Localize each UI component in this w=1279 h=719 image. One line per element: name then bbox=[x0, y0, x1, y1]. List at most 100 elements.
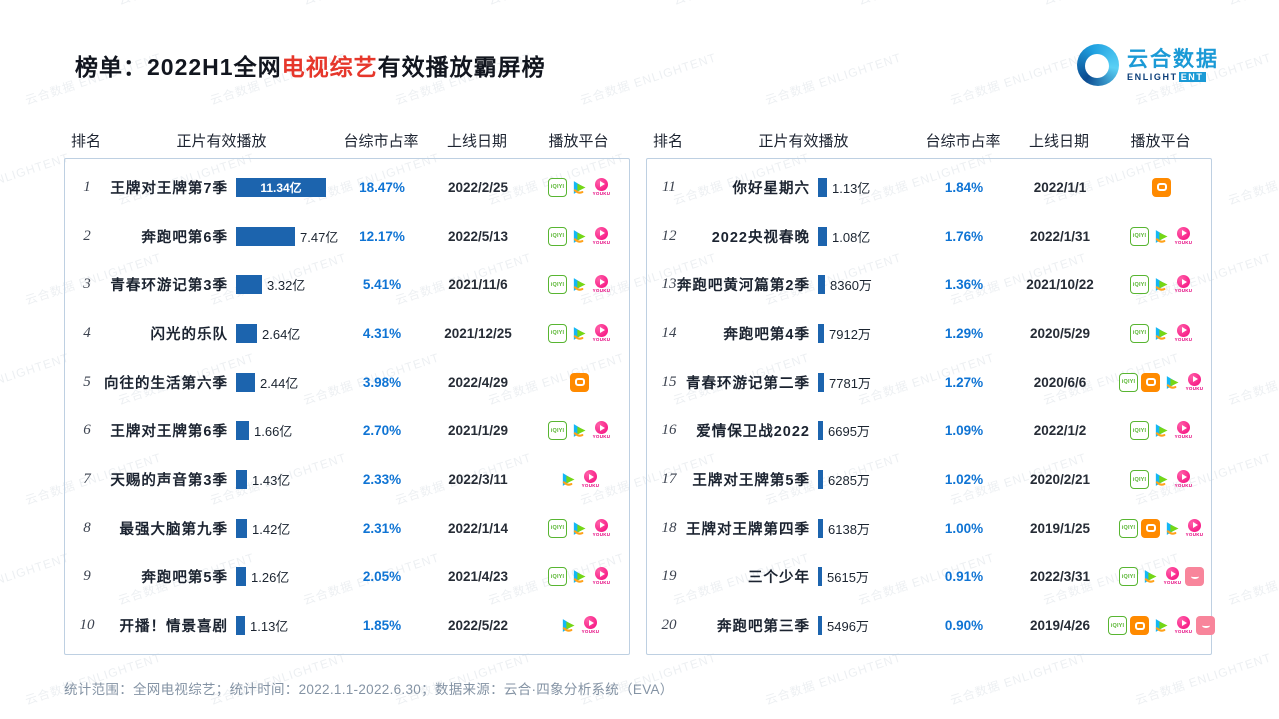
platform-icons: iQIYI YOUKU bbox=[1110, 372, 1213, 392]
platform-tencent-icon bbox=[570, 324, 589, 343]
platform-iqiyi-icon: iQIYI bbox=[1108, 616, 1127, 636]
rank-cell: 6 bbox=[83, 422, 91, 439]
plays-bar bbox=[818, 470, 823, 490]
youku-play-circle bbox=[1177, 275, 1190, 289]
launch-date: 2022/1/31 bbox=[1029, 228, 1091, 244]
platform-icons: iQIYI YOUKU bbox=[1110, 323, 1213, 343]
market-share: 0.90% bbox=[944, 618, 984, 634]
market-share: 2.70% bbox=[362, 423, 402, 439]
platform-iqiyi-icon: iQIYI bbox=[548, 323, 567, 343]
platform-youku-icon: YOUKU bbox=[592, 275, 611, 294]
plays-value: 1.26亿 bbox=[251, 570, 290, 586]
plays-bar bbox=[818, 518, 823, 538]
tencent-play-glyph bbox=[562, 619, 575, 633]
youku-wordmark: YOUKU bbox=[581, 483, 600, 489]
platform-mango-icon bbox=[1152, 177, 1171, 197]
market-share: 12.17% bbox=[359, 228, 405, 244]
youku-play-circle bbox=[595, 275, 608, 289]
platform-tencent-icon bbox=[570, 178, 589, 197]
plays-value: 1.13亿 bbox=[250, 619, 289, 635]
platform-youku-icon: YOUKU bbox=[592, 177, 611, 197]
show-title: 青春环游记第3季 bbox=[110, 278, 228, 295]
platform-iqiyi-icon: iQIYI bbox=[548, 226, 567, 246]
plays-value: 7.47亿 bbox=[300, 229, 339, 245]
platform-icons: iQIYI YOUKU bbox=[528, 323, 631, 343]
watermark-text: 云合数据 ENLIGHTENT bbox=[1226, 350, 1279, 408]
watermark-text: 云合数据 ENLIGHTENT bbox=[948, 650, 1089, 708]
platform-tencent-icon bbox=[1152, 470, 1171, 489]
platform-tencent-icon bbox=[1163, 373, 1182, 392]
table-row: 3 青春环游记第3季 3.32亿 5.41% 2021/11/6 iQIYI YOUKU bbox=[65, 260, 629, 309]
platform-youku-icon: YOUKU bbox=[1174, 323, 1193, 343]
rank-cell: 1 bbox=[83, 178, 91, 195]
launch-date: 2020/6/6 bbox=[1033, 374, 1087, 390]
plays-bar bbox=[236, 518, 247, 538]
plays-bar-cell: 11.34亿 bbox=[236, 177, 336, 197]
launch-date: 2020/2/21 bbox=[1029, 472, 1091, 488]
platform-icons: iQIYI YOUKU bbox=[1110, 226, 1213, 246]
show-title: 王牌对王牌第四季 bbox=[686, 521, 810, 538]
platform-iqiyi-icon: iQIYI bbox=[1119, 567, 1138, 587]
watermark-text: 云合数据 ENLIGHTENT bbox=[1041, 0, 1182, 9]
youku-play-circle bbox=[1177, 470, 1190, 484]
show-title: 青春环游记第二季 bbox=[686, 375, 810, 392]
platform-icons: iQIYI YOUKU bbox=[1110, 275, 1213, 295]
youku-play-circle bbox=[1188, 372, 1201, 386]
plays-value: 2.44亿 bbox=[260, 375, 299, 391]
platform-youku-icon: YOUKU bbox=[1174, 616, 1193, 635]
plays-bar bbox=[818, 372, 824, 392]
plays-value: 6285万 bbox=[828, 473, 870, 489]
platform-icons: iQIYI YOUKU bbox=[528, 177, 631, 197]
table-row: 19 三个少年 5615万 0.91% 2022/3/31 iQIYI YOUKU bbox=[647, 553, 1211, 602]
show-title: 开播！情景喜剧 bbox=[119, 619, 228, 636]
show-title: 奔跑吧第4季 bbox=[723, 326, 810, 343]
title-suffix: 有效播放霸屏榜 bbox=[377, 54, 546, 80]
youku-wordmark: YOUKU bbox=[592, 434, 611, 440]
launch-date: 2022/4/29 bbox=[447, 374, 509, 390]
youku-wordmark: YOUKU bbox=[1174, 483, 1193, 489]
column-headers: 排名 正片有效播放 台综市占率 上线日期 播放平台 bbox=[646, 124, 1212, 156]
table-row: 13 奔跑吧黄河篇第2季 8360万 1.36% 2021/10/22 iQIYI YOUK… bbox=[647, 260, 1211, 309]
show-title: 奔跑吧黄河篇第2季 bbox=[676, 278, 810, 295]
market-share: 5.41% bbox=[362, 277, 402, 293]
platform-tencent-icon bbox=[1152, 324, 1171, 343]
col-rank: 排名 bbox=[70, 132, 101, 150]
tencent-play-glyph bbox=[573, 278, 586, 292]
tencent-play-glyph bbox=[573, 327, 586, 340]
platform-icons: iQIYI YOUKU bbox=[1108, 616, 1215, 636]
col-share: 台综市占率 bbox=[343, 132, 419, 150]
mango-tv-shape bbox=[1156, 183, 1167, 192]
rank-cell: 18 bbox=[661, 519, 677, 536]
table-panel-left: 1 王牌对王牌第7季 11.34亿 18.47% 2022/2/25 iQIYI YOUKU… bbox=[64, 158, 630, 655]
market-share: 1.84% bbox=[944, 179, 984, 195]
table-row: 8 最强大脑第九季 1.42亿 2.31% 2022/1/14 iQIYI YOUKU bbox=[65, 504, 629, 553]
plays-bar-cell: 6138万 bbox=[818, 518, 918, 538]
plays-bar bbox=[236, 226, 295, 246]
col-plays: 正片有效播放 bbox=[176, 132, 267, 150]
plays-bar-cell: 1.08亿 bbox=[818, 226, 918, 246]
plays-value: 5496万 bbox=[827, 619, 869, 635]
plays-bar-cell: 6285万 bbox=[818, 470, 918, 490]
plays-bar bbox=[236, 421, 249, 441]
rank-cell: 12 bbox=[661, 227, 677, 244]
plays-bar-cell: 5615万 bbox=[818, 567, 918, 587]
market-share: 1.36% bbox=[944, 277, 984, 293]
table-row: 16 爱情保卫战2022 6695万 1.09% 2022/1/2 iQIYI YOUKU bbox=[647, 407, 1211, 456]
platform-icons: iQIYI YOUKU bbox=[528, 226, 631, 246]
platform-mango-icon bbox=[570, 372, 589, 392]
show-title: 王牌对王牌第6季 bbox=[110, 424, 228, 441]
market-share: 2.05% bbox=[362, 569, 402, 585]
launch-date: 2020/5/29 bbox=[1029, 325, 1091, 341]
table-row: 5 向往的生活第六季 2.44亿 3.98% 2022/4/29 bbox=[65, 358, 629, 407]
col-rank: 排名 bbox=[652, 132, 683, 150]
plays-value: 8360万 bbox=[830, 278, 872, 294]
header: 榜单：2022H1全网电视综艺有效播放霸屏榜 云合数据 ENLIGHT ENT bbox=[75, 44, 1219, 86]
table-row: 1 王牌对王牌第7季 11.34亿 18.47% 2022/2/25 iQIYI YOUKU bbox=[65, 163, 629, 212]
show-title: 最强大脑第九季 bbox=[119, 521, 228, 538]
youku-wordmark: YOUKU bbox=[592, 288, 611, 294]
page-title: 榜单：2022H1全网电视综艺有效播放霸屏榜 bbox=[75, 48, 546, 82]
market-share: 1.00% bbox=[944, 520, 984, 536]
platform-iqiyi-icon: iQIYI bbox=[1119, 372, 1138, 392]
plays-value: 6138万 bbox=[828, 521, 870, 537]
market-share: 1.85% bbox=[362, 618, 402, 634]
